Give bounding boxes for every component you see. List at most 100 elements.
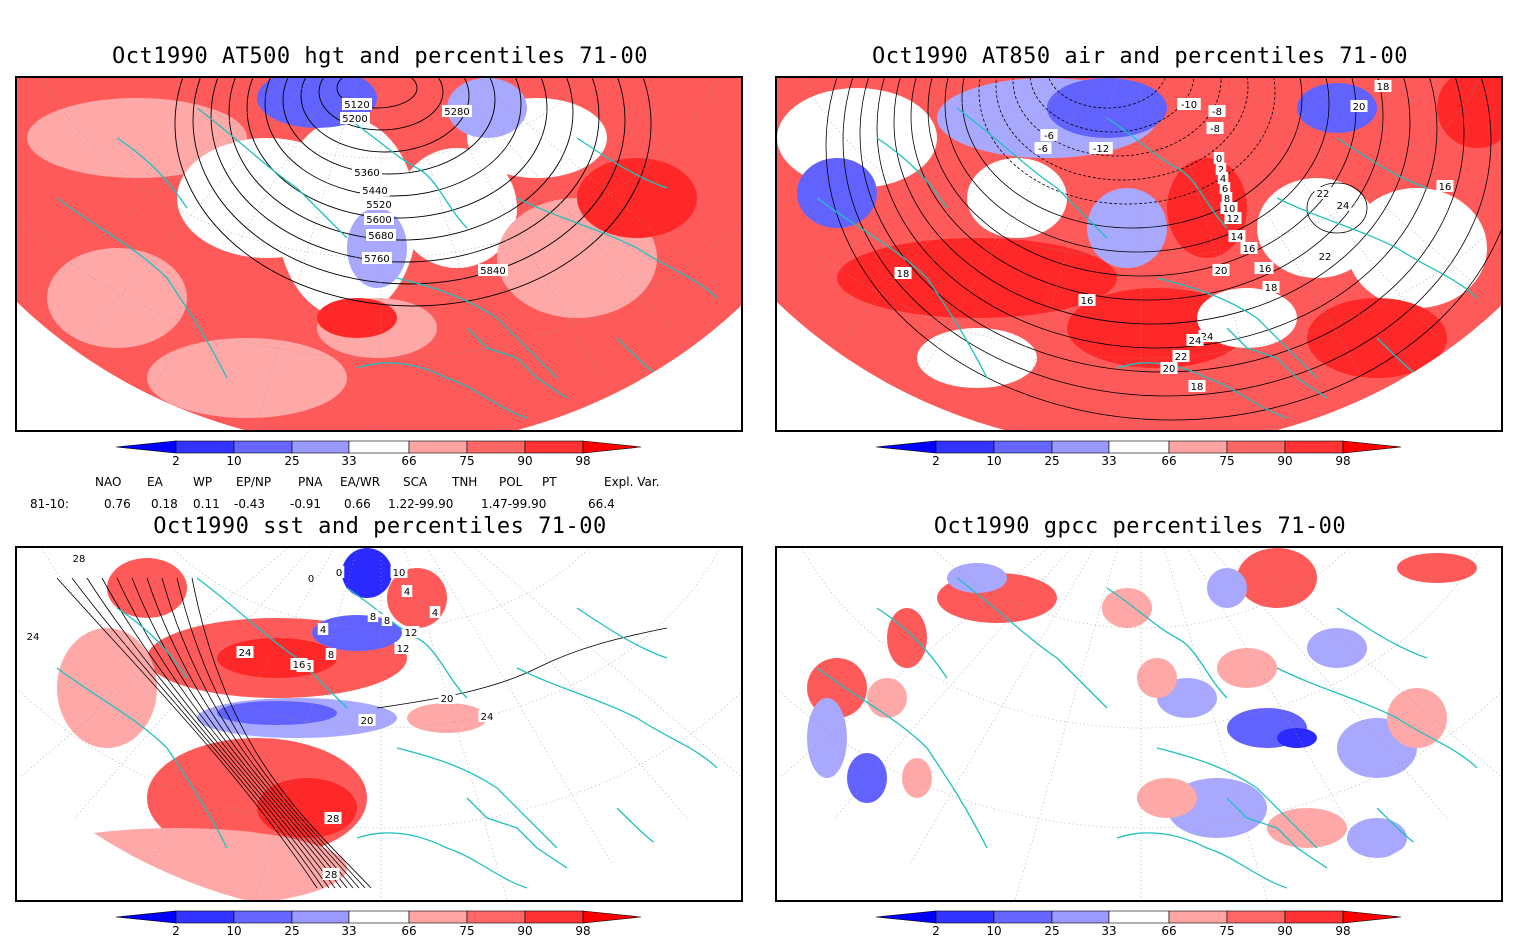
contour-label: 16 bbox=[1256, 262, 1274, 275]
anomaly-shade bbox=[847, 753, 887, 803]
colorbar-tick-label: 98 bbox=[1335, 454, 1351, 468]
anomaly-shade bbox=[1137, 658, 1177, 698]
map-sst-svg: 28240010448812162024282420124816202828 bbox=[17, 548, 741, 900]
colorbar-tick-label: 66 bbox=[401, 454, 417, 468]
colorbar-tick-label: 66 bbox=[401, 924, 417, 938]
anomaly-shade bbox=[1237, 548, 1317, 608]
svg-text:24: 24 bbox=[481, 712, 494, 723]
anomaly-shade bbox=[1217, 648, 1277, 688]
index-header: PNA bbox=[298, 475, 323, 489]
contour-label: 24 bbox=[1186, 334, 1204, 347]
map-background bbox=[17, 78, 741, 430]
svg-text:-12: -12 bbox=[1093, 144, 1109, 155]
anomaly-shade bbox=[967, 158, 1067, 238]
svg-text:5440: 5440 bbox=[362, 186, 387, 197]
colorbar-svg bbox=[875, 440, 1402, 454]
anomaly-shade bbox=[1397, 553, 1477, 583]
colorbar-segment bbox=[1226, 440, 1286, 454]
contour-label: 8 bbox=[325, 648, 337, 661]
colorbar-tick-label: 90 bbox=[517, 454, 533, 468]
colorbar-segment bbox=[466, 910, 526, 924]
svg-text:4: 4 bbox=[320, 625, 326, 636]
colorbar-arrow-right bbox=[582, 440, 642, 454]
height-contours bbox=[174, 78, 652, 307]
map-background bbox=[777, 548, 1501, 900]
index-value: 66.4 bbox=[588, 497, 615, 511]
colorbar-tick-label: 10 bbox=[226, 454, 242, 468]
colorbar-tick-label: 2 bbox=[172, 924, 180, 938]
panel-title-gpcc: Oct1990 gpcc percentiles 71-00 bbox=[933, 514, 1347, 539]
contour-label: 12 bbox=[1224, 212, 1242, 225]
panel-title-hgt500: Oct1990 AT500 hgt and percentiles 71-00 bbox=[111, 44, 649, 69]
contour-label: 28 bbox=[322, 868, 340, 881]
contour-label: 18 bbox=[1262, 281, 1280, 294]
colorbar-tick-label: 2 bbox=[932, 454, 940, 468]
colorbar-tick-label: 33 bbox=[341, 924, 357, 938]
anomaly-shade bbox=[797, 158, 877, 228]
temperature-contours bbox=[825, 78, 1501, 421]
index-header: WP bbox=[193, 475, 213, 489]
colorbar-segment bbox=[1051, 910, 1110, 924]
index-row-label: 81-10: bbox=[30, 497, 69, 511]
colorbar-segment bbox=[1284, 440, 1344, 454]
anomaly-shade bbox=[1437, 78, 1501, 148]
contour-label: 4 bbox=[1217, 172, 1229, 185]
contour-label: 8 bbox=[367, 610, 379, 623]
contour-label: 22 bbox=[1316, 250, 1334, 263]
anomaly-shade bbox=[317, 298, 397, 338]
svg-text:5360: 5360 bbox=[354, 168, 379, 179]
colorbar-top-right: 2 10 25 33 66 75 90 98 bbox=[875, 439, 1436, 473]
colorbar-arrow-right bbox=[1342, 910, 1402, 924]
land-outlines bbox=[816, 577, 1478, 889]
svg-text:16: 16 bbox=[293, 660, 306, 671]
anomaly-shade bbox=[867, 678, 907, 718]
anomaly-shade bbox=[147, 338, 347, 418]
colorbar-tick-label: 33 bbox=[1101, 924, 1117, 938]
colorbar-segment bbox=[993, 440, 1053, 454]
svg-text:22: 22 bbox=[1175, 352, 1188, 363]
colorbar-tick-label: 75 bbox=[1219, 924, 1235, 938]
contour-label: 18 bbox=[894, 267, 912, 280]
svg-text:18: 18 bbox=[1377, 82, 1390, 93]
contour-label: 12 bbox=[394, 642, 412, 655]
contour-label: 24 bbox=[478, 710, 496, 723]
colorbar-tick-label: 2 bbox=[932, 924, 940, 938]
index-header: POL bbox=[499, 475, 523, 489]
contour-label: 18 bbox=[1188, 380, 1206, 393]
contour-label: 22 bbox=[1172, 350, 1190, 363]
colorbar-tick-label: 75 bbox=[1219, 454, 1235, 468]
anomaly-shade bbox=[807, 698, 847, 778]
anomaly-shade bbox=[447, 78, 527, 138]
svg-text:4: 4 bbox=[432, 608, 438, 619]
contour-label: -8 bbox=[1208, 105, 1226, 118]
colorbar-arrow-left bbox=[875, 440, 937, 454]
colorbar-segment bbox=[993, 910, 1053, 924]
index-header-row: NAO EA WP EP/NP PNA EA/WR SCA TNH POL PT… bbox=[0, 475, 760, 491]
colorbar-segment bbox=[233, 440, 293, 454]
colorbar-tick-label: 90 bbox=[517, 924, 533, 938]
svg-text:2: 2 bbox=[1218, 165, 1224, 176]
contour-label: 0 bbox=[333, 566, 345, 579]
contour-label: 20 bbox=[1160, 362, 1178, 375]
svg-text:12: 12 bbox=[397, 644, 410, 655]
index-value: 0.76 bbox=[104, 497, 131, 511]
svg-text:24: 24 bbox=[1189, 336, 1202, 347]
colorbar-svg bbox=[115, 910, 642, 924]
colorbar-tick-label: 10 bbox=[986, 454, 1002, 468]
land-outlines bbox=[56, 107, 718, 419]
colorbar-segment bbox=[1284, 910, 1344, 924]
colorbar-tick-label: 10 bbox=[986, 924, 1002, 938]
anomaly-shade bbox=[1047, 78, 1167, 138]
anomaly-shade bbox=[1207, 568, 1247, 608]
contour-label: 18 bbox=[1374, 80, 1392, 93]
contour-label: 22 bbox=[1314, 187, 1332, 200]
colorbar-tick-label: 25 bbox=[1044, 454, 1060, 468]
svg-text:20: 20 bbox=[361, 716, 374, 727]
contour-label: 6 bbox=[1219, 182, 1231, 195]
svg-text:8: 8 bbox=[384, 616, 390, 627]
contour-label: 20 bbox=[1212, 264, 1230, 277]
colorbar-tick-label: 25 bbox=[284, 924, 300, 938]
anomaly-shade bbox=[1102, 588, 1152, 628]
colorbar-tick-label: 90 bbox=[1277, 924, 1293, 938]
colorbar-tick-label: 33 bbox=[341, 454, 357, 468]
